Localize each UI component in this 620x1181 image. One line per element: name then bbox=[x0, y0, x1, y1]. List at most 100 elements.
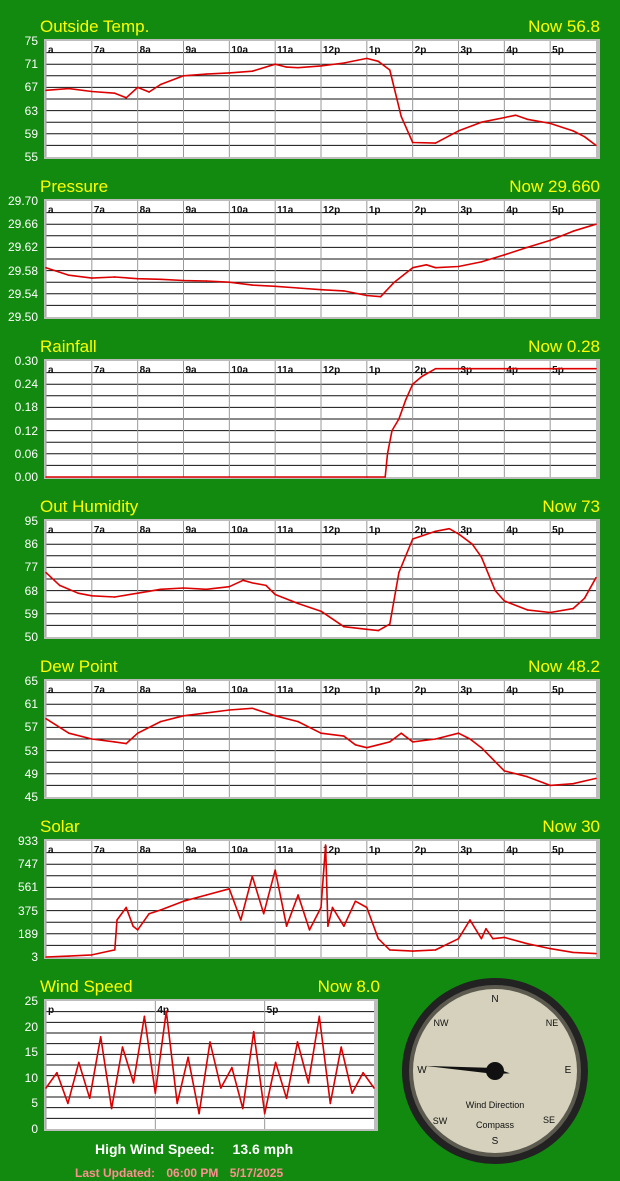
series-point bbox=[503, 936, 506, 939]
series-point bbox=[583, 597, 586, 600]
series-point bbox=[132, 925, 134, 927]
series-point bbox=[121, 1046, 124, 1048]
series-point bbox=[91, 954, 93, 956]
series-point bbox=[159, 83, 162, 86]
series-point bbox=[182, 900, 185, 903]
y-tick-label: 0.18 bbox=[14, 400, 38, 415]
series-point bbox=[251, 70, 254, 72]
series-point bbox=[205, 894, 208, 896]
series-point bbox=[503, 116, 506, 119]
series-point bbox=[285, 925, 288, 927]
chart-now-value: Now 48.2 bbox=[528, 657, 600, 676]
y-tick-label: 29.62 bbox=[7, 240, 38, 255]
series-point bbox=[377, 937, 380, 940]
series-point bbox=[549, 239, 551, 242]
time-label: 8a bbox=[140, 365, 152, 376]
y-tick-label: 75 bbox=[24, 34, 38, 48]
series-point bbox=[366, 294, 368, 297]
series-point bbox=[366, 628, 368, 631]
y-tick-label: 45 bbox=[24, 790, 38, 804]
series-point bbox=[320, 288, 322, 291]
series-point bbox=[148, 912, 150, 915]
time-label: 2p bbox=[415, 525, 427, 536]
y-tick-label: 55 bbox=[24, 150, 38, 164]
series-point bbox=[320, 906, 322, 909]
series-point bbox=[45, 956, 47, 958]
series-point bbox=[274, 63, 276, 65]
time-label: 8a bbox=[140, 525, 152, 536]
chart-now-value: Now 73 bbox=[542, 497, 600, 516]
series-point bbox=[386, 453, 389, 455]
series-point bbox=[165, 1010, 168, 1013]
series-point bbox=[251, 707, 254, 710]
series-point bbox=[308, 929, 311, 931]
series-point bbox=[228, 887, 231, 890]
y-tick-label: 0 bbox=[31, 1122, 38, 1136]
series-point bbox=[187, 1056, 189, 1059]
series-point bbox=[274, 285, 276, 288]
time-label: 2p bbox=[415, 45, 427, 56]
series-point bbox=[457, 265, 460, 268]
series-point bbox=[469, 919, 471, 921]
time-label: 3p bbox=[461, 45, 473, 56]
time-label: a bbox=[48, 45, 54, 56]
series-point bbox=[480, 746, 483, 749]
series-point bbox=[209, 1041, 211, 1043]
time-label: 10a bbox=[231, 45, 248, 56]
series-line bbox=[45, 527, 597, 632]
y-tick-label: 375 bbox=[17, 903, 38, 918]
y-tick-label: 77 bbox=[24, 560, 38, 575]
high-wind-label: High Wind Speed: bbox=[95, 1141, 215, 1157]
y-tick-label: 86 bbox=[24, 537, 38, 552]
time-label: 7a bbox=[94, 45, 106, 56]
time-label: 5p bbox=[552, 525, 564, 536]
time-label: 11a bbox=[277, 205, 294, 216]
series-point bbox=[56, 1071, 58, 1074]
series-point bbox=[503, 254, 506, 256]
last-updated: Last Updated: 06:00 PM 5/17/2025 bbox=[75, 1166, 283, 1180]
series-point bbox=[526, 775, 529, 778]
chart-panel-rainfall: Rainfall Now 0.28 0.30 0.24 0.18 0.12 0.06 0.… bbox=[0, 337, 620, 483]
series-point bbox=[388, 741, 391, 743]
series-point bbox=[324, 844, 327, 846]
y-tick-label: 59 bbox=[24, 606, 38, 621]
last-updated-label: Last Updated: bbox=[75, 1166, 156, 1180]
series-point bbox=[343, 625, 345, 628]
time-label: 11a bbox=[277, 45, 294, 56]
time-label: 1p bbox=[369, 845, 381, 856]
time-label: 12p bbox=[323, 685, 340, 696]
chart-plot: a 7a 8a 9a 10a 11a 12p 1p 2p 3p 4p 5p bbox=[44, 839, 600, 959]
time-label: 5p bbox=[552, 845, 564, 856]
series-point bbox=[251, 582, 254, 584]
series-point bbox=[242, 579, 244, 582]
time-label: 9a bbox=[186, 685, 198, 696]
time-label: 7a bbox=[94, 365, 106, 376]
chart-title: Dew Point bbox=[40, 657, 118, 676]
series-point bbox=[285, 66, 288, 68]
time-label: 2p bbox=[415, 845, 427, 856]
y-tick-label: 3 bbox=[31, 950, 38, 964]
series-point bbox=[159, 278, 162, 281]
time-label: 10a bbox=[231, 845, 248, 856]
y-tick-label: 68 bbox=[24, 583, 38, 598]
time-label: 8a bbox=[140, 205, 152, 216]
series-point bbox=[182, 279, 185, 282]
series-point bbox=[205, 712, 208, 714]
y-tick-label: 65 bbox=[24, 674, 38, 688]
y-tick-label: 63 bbox=[24, 103, 38, 118]
chart-plot: a 7a 8a 9a 10a 11a 12p 1p 2p 3p 4p 5p bbox=[44, 199, 600, 319]
series-point bbox=[457, 130, 460, 132]
series-point bbox=[99, 1036, 102, 1038]
series-point bbox=[68, 732, 70, 734]
chart-now-value: Now 30 bbox=[542, 817, 600, 836]
time-label: 9a bbox=[186, 365, 198, 376]
compass-label-s: S bbox=[492, 1136, 499, 1147]
compass-caption-line2: Compass bbox=[476, 1120, 515, 1130]
compass-label-ne: NE bbox=[546, 1018, 559, 1028]
series-point bbox=[469, 738, 471, 740]
series-point bbox=[228, 72, 231, 74]
series-point bbox=[480, 556, 483, 558]
series-point bbox=[457, 367, 460, 370]
series-point bbox=[91, 594, 93, 597]
series-point bbox=[549, 784, 551, 787]
